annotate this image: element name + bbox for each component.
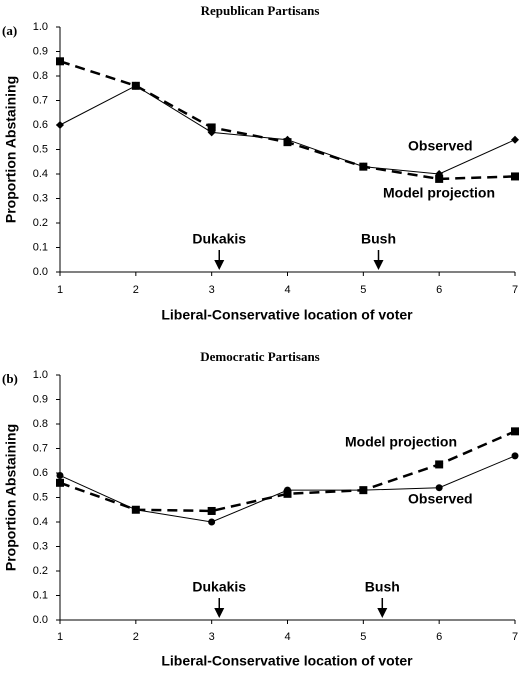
annotation-arrowhead — [373, 260, 384, 270]
y-tick-label: 0.5 — [33, 143, 48, 155]
y-tick-label: 0.0 — [33, 614, 48, 626]
panel-label: (a) — [2, 23, 17, 38]
x-tick-label: 7 — [512, 284, 518, 296]
y-tick-label: 0.3 — [33, 192, 48, 204]
y-tick-label: 0.1 — [33, 241, 48, 253]
marker — [56, 121, 64, 129]
chart-title: Democratic Partisans — [200, 349, 320, 364]
x-tick-label: 7 — [512, 631, 518, 643]
x-tick-label: 6 — [436, 284, 442, 296]
marker — [56, 478, 64, 487]
x-tick-label: 4 — [284, 631, 290, 643]
y-tick-label: 0.4 — [33, 168, 48, 180]
marker — [511, 427, 519, 436]
marker — [435, 460, 444, 469]
marker — [359, 162, 368, 171]
annotation-arrowhead — [214, 260, 225, 270]
y-tick-label: 0.6 — [33, 467, 48, 479]
marker — [511, 172, 519, 181]
chart-title: Republican Partisans — [201, 3, 320, 18]
marker — [435, 484, 443, 492]
annotation: Bush — [365, 579, 400, 595]
y-tick-label: 0.2 — [33, 217, 48, 229]
x-tick-label: 3 — [209, 631, 215, 643]
marker — [56, 57, 64, 66]
x-tick-label: 2 — [133, 631, 139, 643]
marker — [435, 174, 444, 183]
x-tick-label: 1 — [57, 631, 63, 643]
series-line — [59, 60, 516, 181]
y-tick-label: 1.0 — [33, 369, 48, 381]
marker — [207, 506, 216, 515]
series-label: Model projection — [383, 185, 495, 201]
y-tick-label: 0.6 — [33, 119, 48, 131]
annotation-arrowhead — [377, 608, 388, 618]
x-tick-label: 4 — [284, 284, 290, 296]
marker — [56, 471, 64, 479]
y-tick-label: 0.9 — [33, 45, 48, 57]
marker — [511, 452, 519, 460]
y-tick-label: 0.7 — [33, 442, 48, 454]
marker — [131, 505, 140, 514]
series-label: Observed — [408, 138, 473, 154]
series-line — [59, 85, 516, 175]
annotation-arrowhead — [214, 608, 225, 618]
marker — [283, 489, 292, 498]
x-axis-label: Liberal-Conservative location of voter — [161, 307, 413, 323]
x-tick-label: 2 — [133, 284, 139, 296]
x-tick-label: 3 — [209, 284, 215, 296]
panel-label: (b) — [2, 371, 18, 386]
marker — [131, 81, 140, 90]
marker — [283, 138, 292, 147]
marker — [359, 486, 368, 495]
marker — [511, 135, 519, 144]
y-tick-label: 0.8 — [33, 418, 48, 430]
x-tick-label: 1 — [57, 284, 63, 296]
annotation: Bush — [361, 231, 396, 247]
series-label: Model projection — [345, 434, 457, 450]
x-tick-label: 5 — [360, 631, 366, 643]
y-tick-label: 0.1 — [33, 589, 48, 601]
y-tick-label: 0.8 — [33, 70, 48, 82]
y-axis-label: Proportion Abstaining — [3, 424, 19, 571]
annotation: Dukakis — [192, 231, 246, 247]
y-tick-label: 0.5 — [33, 491, 48, 503]
series-label: Observed — [408, 491, 473, 507]
y-axis-label: Proportion Abstaining — [3, 76, 19, 223]
marker — [207, 123, 216, 132]
marker — [208, 518, 216, 526]
y-tick-label: 0.4 — [33, 516, 48, 528]
y-tick-label: 0.2 — [33, 565, 48, 577]
x-tick-label: 5 — [360, 284, 366, 296]
x-tick-label: 6 — [436, 631, 442, 643]
y-tick-label: 1.0 — [33, 21, 48, 33]
annotation: Dukakis — [192, 579, 246, 595]
y-tick-label: 0.9 — [33, 393, 48, 405]
y-tick-label: 0.0 — [33, 266, 48, 278]
x-axis-label: Liberal-Conservative location of voter — [161, 653, 413, 669]
y-tick-label: 0.7 — [33, 94, 48, 106]
y-tick-label: 0.3 — [33, 540, 48, 552]
